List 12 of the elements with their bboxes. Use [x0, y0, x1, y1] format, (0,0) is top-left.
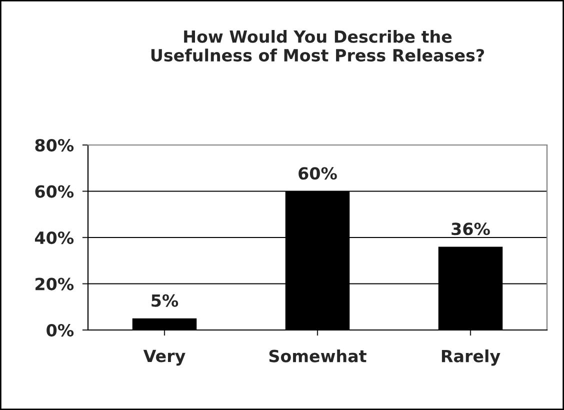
y-tick-label: 80% [35, 138, 74, 152]
data-label: 36% [452, 222, 490, 236]
chart-title: How Would You Describe the Usefulness of Most Press Releases? [151, 30, 484, 62]
y-tick-label: 60% [35, 185, 74, 198]
x-tick-label: Somewhat [269, 349, 366, 362]
x-tick-label: Rarely [442, 349, 500, 366]
data-label: 5% [152, 294, 178, 307]
y-tick-label: 40% [34, 231, 74, 244]
y-tick-label: 20% [36, 278, 74, 290]
x-tick-label: Very [143, 350, 186, 366]
data-label: 60% [298, 167, 337, 180]
y-tick-label: 0% [46, 324, 74, 337]
